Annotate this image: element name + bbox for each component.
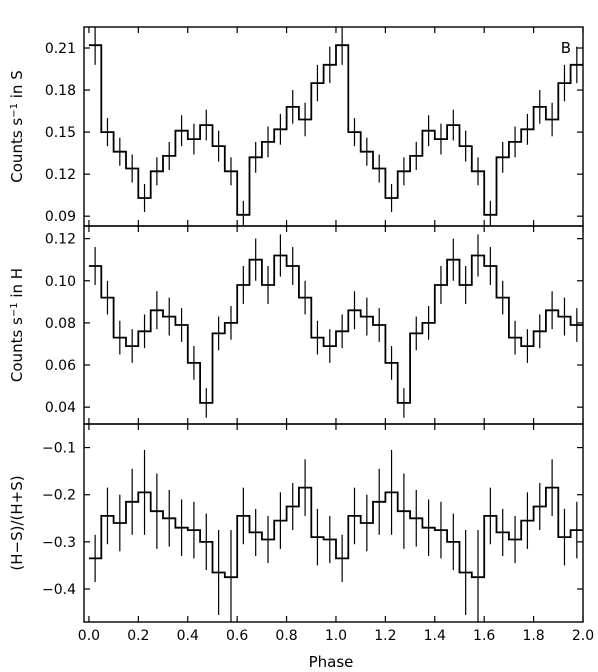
series-line	[88, 254, 583, 404]
y-tick-label: 0.21	[45, 41, 76, 57]
y-axis-label: Counts s−1 in H	[8, 268, 26, 382]
series-line	[88, 44, 583, 216]
series-line	[88, 486, 583, 579]
y-axis-label: Counts s−1 in S	[8, 70, 26, 182]
x-tick-label: 0.4	[177, 628, 199, 644]
x-tick-label: 0.0	[78, 628, 100, 644]
y-tick-label: 0.18	[45, 83, 76, 99]
y-tick-label: −0.1	[42, 441, 76, 457]
y-tick-label: −0.3	[42, 535, 76, 551]
hardness-ratio-panel: −0.4 −0.3 −0.2 −0.1 0.0 0.2 0.4 0.6 0.8 1.0 1.2 1.4…	[8, 423, 594, 644]
y-tick-label: 0.12	[45, 232, 76, 248]
y-tick-label: −0.4	[42, 582, 76, 598]
x-tick-label: 1.8	[522, 628, 544, 644]
x-axis-label: Phase	[309, 653, 354, 671]
x-tick-label: 0.8	[275, 628, 297, 644]
x-tick-label: 1.0	[325, 628, 347, 644]
hard-band-count-rate-panel: 0.04 0.06 0.08 0.10 0.12 Counts s−1 in H	[8, 225, 584, 425]
y-tick-label: 0.06	[45, 358, 76, 374]
y-tick-label: 0.09	[45, 209, 76, 225]
soft-band-count-rate-panel: 0.09 0.12 0.15 0.18 0.21 Counts s−1 in S	[8, 26, 584, 227]
axes-frame	[83, 26, 584, 227]
x-tick-label: 1.2	[374, 628, 396, 644]
y-tick-label: 0.04	[45, 400, 76, 416]
x-tick-label: 2.0	[572, 628, 594, 644]
x-tick-label: 1.4	[424, 628, 446, 644]
y-tick-label: 0.10	[45, 274, 76, 290]
y-axis-label: (H−S)/(H+S)	[8, 475, 26, 570]
y-tick-label: 0.08	[45, 316, 76, 332]
x-tick-label: 1.6	[473, 628, 495, 644]
panel-label: B	[561, 39, 571, 57]
axes-frame	[83, 423, 584, 623]
y-tick-label: 0.12	[45, 167, 76, 183]
y-tick-label: −0.2	[42, 488, 76, 504]
x-tick-label: 0.6	[226, 628, 248, 644]
y-tick-label: 0.15	[45, 125, 76, 141]
x-tick-label: 0.2	[127, 628, 149, 644]
